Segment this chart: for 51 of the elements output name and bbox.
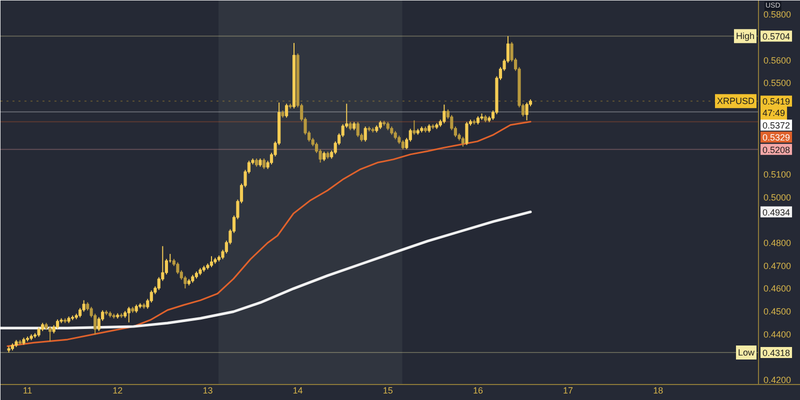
- y-tick-label: 0.4600: [764, 284, 792, 294]
- candlestick: [364, 126, 367, 142]
- ref-line-label: 0.5208: [762, 144, 790, 155]
- candlestick: [465, 121, 468, 146]
- ref-line-label: 0.5419: [762, 96, 790, 107]
- ref-line-label: 0.5329: [762, 132, 790, 143]
- y-tick-label: 0.5600: [764, 55, 792, 66]
- candlestick: [82, 300, 86, 312]
- candlestick: [442, 104, 446, 124]
- annotation: XRPUSD: [716, 96, 755, 106]
- candlestick: [78, 308, 82, 318]
- y-tick-label: 0.4700: [764, 260, 792, 271]
- candlestick: [284, 103, 288, 118]
- y-tick-label: 0.5500: [764, 78, 792, 88]
- y-tick-label: 0.4500: [764, 306, 792, 316]
- line-series: [6, 120, 532, 347]
- annotation: Low: [738, 348, 755, 358]
- x-tick-label: 18: [653, 386, 664, 396]
- candlestick: [322, 151, 326, 162]
- x-tick-label: 15: [382, 386, 393, 396]
- candlestick: [48, 326, 52, 342]
- candlestick: [127, 306, 130, 323]
- candlestick: [210, 256, 214, 268]
- line-series: [0, 210, 532, 330]
- candlestick: [262, 158, 266, 170]
- candlestick: [525, 102, 528, 121]
- candlestick: [150, 290, 153, 304]
- ref-line-label: 0.4318: [762, 348, 790, 358]
- ref-line-label: 0.5704: [762, 32, 790, 42]
- y-tick-label: 0.5000: [764, 192, 792, 202]
- x-tick-label: 12: [112, 386, 123, 396]
- annotation: 0.4934: [762, 207, 790, 218]
- candlestick: [37, 326, 40, 338]
- x-tick-label: 14: [292, 386, 303, 396]
- annotation: High: [736, 31, 755, 42]
- x-tick-label: 13: [202, 386, 213, 396]
- y-tick-label: 0.5800: [764, 10, 792, 20]
- y-tick-label: 0.4400: [764, 329, 792, 340]
- x-tick-label: 17: [563, 386, 574, 396]
- y-tick-label: 0.4800: [764, 238, 792, 248]
- y-tick-label: 0.4200: [764, 374, 792, 385]
- y-tick-label: 0.5100: [764, 170, 792, 180]
- candlestick: [56, 318, 60, 330]
- candlestick: [401, 140, 404, 150]
- x-tick-label: 16: [472, 386, 483, 396]
- candlestick: [412, 120, 416, 136]
- ref-line-label: 0.5372: [762, 120, 790, 131]
- x-tick-label: 11: [22, 386, 32, 396]
- candlestick: [356, 121, 360, 138]
- annotation: 47:49: [762, 108, 786, 118]
- candlestick: [461, 136, 464, 148]
